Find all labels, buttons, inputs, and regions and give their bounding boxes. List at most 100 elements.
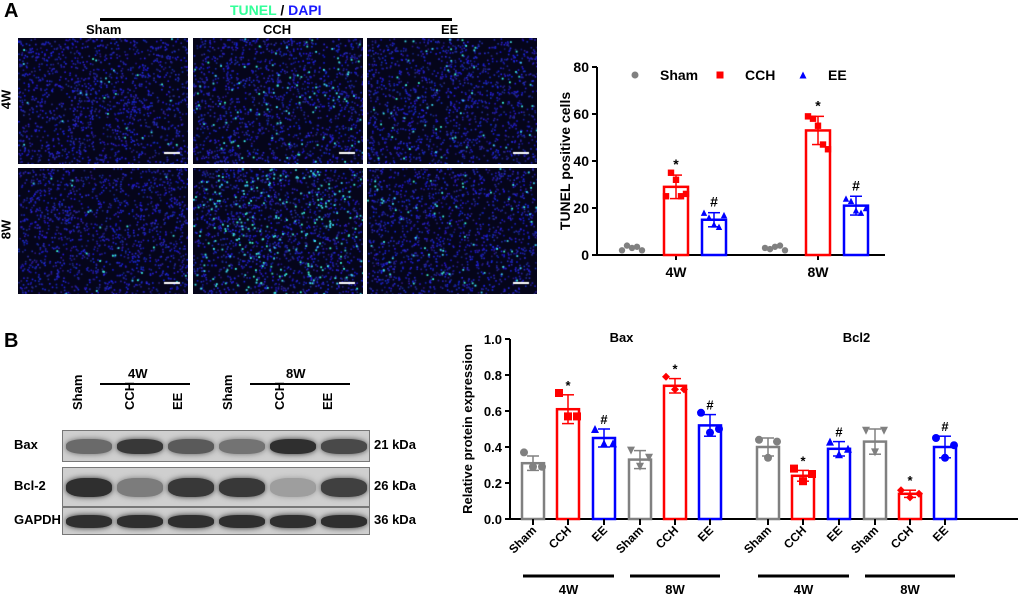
y-tick-label: 40 [573,153,589,169]
blot-row-label: GAPDH [14,512,61,527]
blot-band [66,514,112,528]
data-point [672,176,680,183]
data-point [633,243,641,250]
blot-band [270,438,316,454]
time-group-label: 4W [559,582,579,596]
significance-mark: # [710,194,718,210]
blot-band [321,477,367,497]
bar-sham [520,461,546,521]
lane-label-cch: CCH [272,381,287,410]
blot-band [168,438,214,454]
y-tick-label: 80 [573,59,589,75]
data-point [950,441,958,450]
protein-bar-chart: 0.0 0.2 0.4 0.6 0.8 1.0 Relative protein expre… [460,330,1018,596]
data-point [716,71,724,79]
data-point [932,434,940,442]
x-tick-label: EE [589,523,610,544]
significance-mark: # [835,425,843,440]
col-label-ee: EE [441,22,459,37]
data-point [906,493,914,502]
data-point [897,486,905,495]
blot-strip-bax [62,430,370,462]
data-point [776,242,784,249]
blot-band [270,514,316,528]
data-point [915,489,923,498]
data-point [862,426,870,435]
data-point [600,439,608,448]
legend-label: Sham [660,67,698,83]
data-point [623,242,631,249]
micrograph-4W-CCH [193,38,363,164]
y-tick-label: 60 [573,106,589,122]
blot-band [117,477,163,497]
data-point [667,169,675,176]
data-point [697,408,705,417]
data-point [773,437,781,446]
blot-band [117,438,163,454]
time-group-label: 8W [665,582,685,596]
blot-band [270,477,316,497]
x-tick-label: Sham [506,523,539,556]
chart-title-bax: Bax [610,330,635,345]
data-point [529,462,537,471]
significance-mark: # [600,412,608,427]
data-point [790,464,798,473]
time-group-label: 4W [794,582,814,596]
data-point [680,385,688,394]
data-point [880,426,888,435]
data-point [591,425,599,433]
blot-group-line [100,383,190,385]
blot-band [168,477,214,497]
blot-row-label: Bax [14,437,38,452]
blot-group-4w: 4W [128,366,148,381]
data-point [520,448,528,457]
x-tick-label: EE [930,523,951,544]
micrograph-4W-EE [367,38,537,164]
stain-legend: TUNEL / DAPI [230,2,322,18]
header-line [100,18,452,21]
blot-band [321,514,367,528]
lane-label-sham: Sham [70,374,85,410]
stain-tunel: TUNEL [230,2,277,18]
data-point [761,244,769,252]
y-tick-label: 0.0 [484,512,502,527]
col-label-sham: Sham [86,22,122,37]
lane-label-ee: EE [170,392,185,410]
data-point [826,437,834,446]
y-axis-label: TUNEL positive cells [557,92,573,230]
x-tick-label: Sham [741,523,774,556]
bar-ee [697,424,723,521]
data-point [808,470,816,478]
x-tick-label: CCH [888,523,916,551]
data-point [755,435,763,444]
data-point [781,247,789,254]
data-point [715,425,723,433]
data-point [671,385,679,394]
panel-label-b: B [4,330,19,352]
data-point [710,221,718,228]
data-point [862,204,870,212]
bar-cch [555,407,581,521]
data-point [700,209,708,216]
x-tick-label: EE [824,523,845,544]
tunel-bar-chart: 0 20 40 60 80 TUNEL positive cells 4W 8W * * # # Sha… [557,59,885,280]
x-tick-label: EE [695,523,716,544]
data-point [852,207,860,214]
blot-kda-label: 21 kDa [374,437,416,452]
data-point [627,446,635,455]
blot-kda-label: 26 kDa [374,478,416,493]
data-point [706,428,714,437]
data-point [847,197,855,205]
data-point [609,439,617,448]
blot-band [219,438,265,454]
data-point [662,372,670,381]
data-point [573,412,581,421]
chart-title-bcl2: Bcl2 [843,330,870,345]
blot-band [168,514,214,528]
x-tick-label: Sham [613,523,646,556]
data-point [628,244,636,252]
data-point [564,412,572,421]
significance-mark: * [672,362,678,377]
micrograph-8W-Sham [18,168,188,294]
